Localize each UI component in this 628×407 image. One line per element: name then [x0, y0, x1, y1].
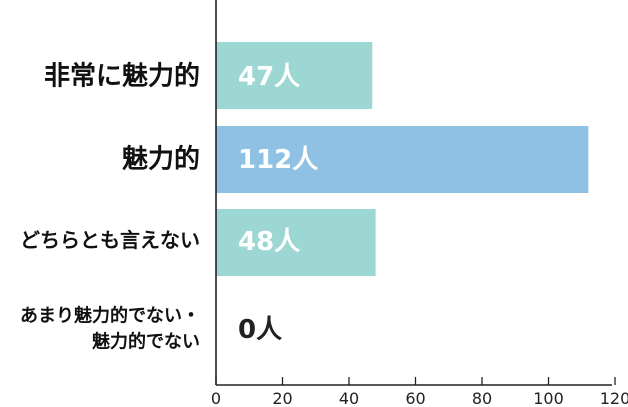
bar-0: [216, 42, 373, 109]
category-label-3-line-1: 魅力的でない: [92, 330, 200, 352]
data-label-0: 47人: [238, 62, 300, 92]
data-label-2: 48人: [238, 227, 300, 257]
x-tick-label-5: 100: [533, 389, 564, 407]
category-label-1: 魅力的: [122, 143, 200, 174]
category-label-0: 非常に魅力的: [44, 60, 200, 91]
x-tick-label-0: 0: [211, 389, 221, 407]
data-label-3: 0人: [238, 315, 282, 345]
x-tick-label-6: 120: [600, 389, 628, 407]
bar-1: [216, 126, 589, 193]
x-tick-label-2: 40: [339, 389, 359, 407]
x-tick-label-4: 80: [472, 389, 492, 407]
bar-2: [216, 209, 376, 276]
x-tick-label-3: 60: [405, 389, 425, 407]
x-tick-label-1: 20: [272, 389, 292, 407]
data-label-1: 112人: [238, 145, 318, 175]
category-label-3-line-0: あまり魅力的でない・: [20, 304, 200, 326]
category-label-2: どちらとも言えない: [20, 228, 200, 252]
